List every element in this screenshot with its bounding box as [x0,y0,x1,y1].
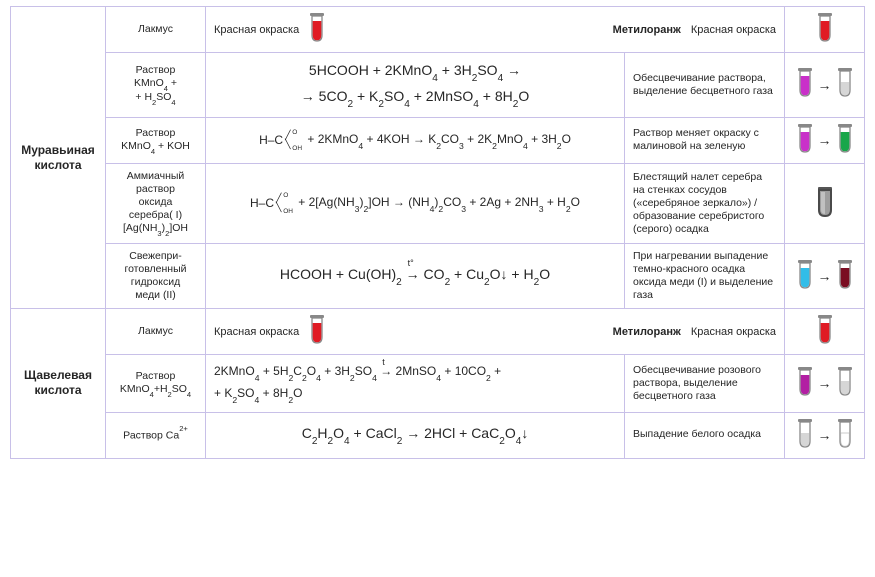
a1-r0-reagent: РастворKMnO4 ++ H2SO4 [106,53,206,118]
a1-r0-reaction: 5HCOOH + 2KMnO4 + 3H2SO4 → → 5CO2 + K2SO… [206,53,625,118]
a1-r2-reaction: H–C ╱ O╲ OH + 2[Ag(NH3)2]OH → (NH4)2CO3 … [206,163,625,243]
a2-ind-tube [785,309,865,355]
a2-r1-reaction: C2H2O4 + CaCl2 → 2HCl + CaC2O4↓ [206,412,625,458]
acid1-title: Муравьиная кислота [11,7,106,309]
a1-r3-obs: При нагревании выпадение темно-красного … [625,243,785,309]
a1-r2-obs: Блестящий налет серебра на стенках сосуд… [625,163,785,243]
a2-ind-lakmus-label: Лакмус [106,309,206,355]
a1-r3-tubes: → [785,243,865,309]
a1-r1-reagent: РастворKMnO4 + KOH [106,117,206,163]
a1-ind-lakmus-label: Лакмус [106,7,206,53]
a1-r0-obs: Обесцвечивание раствора, выделение бесцв… [625,53,785,118]
a2-r0-obs: Обесцвечивание розового раствора, выделе… [625,355,785,412]
a2-r1-tubes: → [785,412,865,458]
a1-r1-tubes: → [785,117,865,163]
a2-r0-reaction: 2KMnO4 + 5H2C2O4 + 3H2SO4 →t 2MnSO4 + 10… [206,355,625,412]
a2-r1-obs: Выпадение белого осадка [625,412,785,458]
a2-r1-reagent: Раствор Ca2+ [106,412,206,458]
a2-r0-reagent: РастворKMnO4+H2SO4 [106,355,206,412]
a1-r1-reaction: H–C ╱ O╲ OH + 2KMnO4 + 4KOH → K2CO3 + 2K… [206,117,625,163]
a1-r1-obs: Раствор меняет окраску с малиновой на зе… [625,117,785,163]
a1-r0-tubes: → [785,53,865,118]
tube-red-lakmus1 [309,13,325,46]
tube-red-methyl2 [817,315,833,348]
a2-r0-tubes: → [785,355,865,412]
a1-ind-tube [785,7,865,53]
tube-red-lakmus2 [309,315,325,348]
a1-indicator-row: Красная окраска Метилоранж Красная окрас… [206,7,785,53]
a1-r2-tubes [785,163,865,243]
a1-r3-reaction: HCOOH + Cu(OH)2 →t° CO2 + Cu2O↓ + H2O [206,243,625,309]
chemistry-table: Муравьиная кислота Лакмус Красная окраск… [10,6,865,459]
a1-r3-reagent: Свежепри-готовленныйгидроксидмеди (II) [106,243,206,309]
tube-red-methyl1 [817,13,833,46]
a1-r2-reagent: Аммиачныйраствороксидасеребра( I)[Ag(NH3… [106,163,206,243]
a2-indicator-row: Красная окраска Метилоранж Красная окрас… [206,309,785,355]
acid2-title: Щавелевая кислота [11,309,106,458]
